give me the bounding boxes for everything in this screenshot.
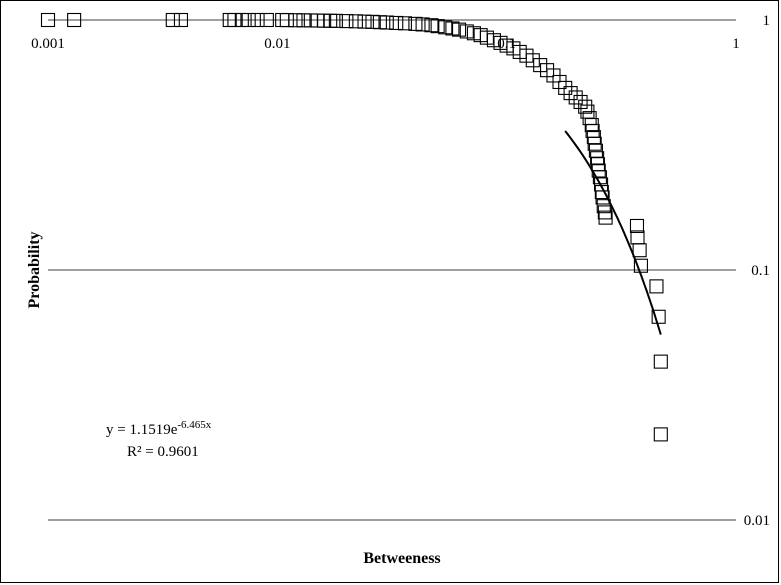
data-point-67: [595, 190, 610, 205]
data-point-3: [173, 12, 189, 28]
data-point-1: [67, 12, 82, 28]
data-point-2: [165, 12, 180, 28]
data-point-44: [525, 53, 540, 68]
data-point-24: [379, 15, 394, 30]
tick-labels: 0.001 0.01 0.1 1 1 0.1 0.01: [31, 13, 770, 529]
trendline: [564, 130, 662, 335]
data-point-48: [552, 74, 567, 90]
trendline-r-squared: R² = 0.9601: [127, 444, 199, 460]
data-point-8: [250, 12, 265, 28]
data-point-12: [288, 13, 303, 28]
data-point-69: [597, 205, 612, 220]
trendline-equation: y = 1.1519e-6.465x: [106, 419, 212, 438]
data-point-9: [259, 12, 274, 28]
markers-layer: [40, 12, 668, 442]
data-point-66: [594, 185, 609, 200]
data-point-77: [653, 354, 668, 369]
data-point-18: [328, 13, 343, 28]
data-point-70: [598, 210, 613, 225]
data-point-78: [653, 427, 668, 442]
data-point-7: [241, 12, 256, 28]
trendline-equation-base: y = 1.1519e: [106, 422, 178, 438]
data-point-31: [438, 20, 453, 35]
data-point-51: [568, 90, 583, 105]
x-tick-label: 0.1: [497, 36, 516, 52]
data-point-49: [558, 80, 573, 95]
x-tick-label: 0.01: [264, 36, 290, 52]
data-point-11: [279, 13, 294, 28]
x-tick-label: 1: [732, 36, 740, 52]
data-point-19: [339, 14, 354, 29]
data-point-13: [296, 13, 311, 28]
data-point-26: [397, 16, 412, 31]
y-tick-label: 0.1: [751, 263, 770, 279]
y-tick-label: 0.01: [744, 513, 770, 529]
data-point-20: [348, 14, 363, 29]
data-point-75: [649, 279, 664, 294]
data-point-56: [584, 118, 599, 133]
data-point-50: [563, 86, 578, 101]
data-point-33: [452, 22, 467, 37]
data-point-5: [227, 12, 242, 28]
data-point-21: [357, 14, 372, 29]
y-axis-title: Probability: [26, 231, 43, 308]
data-point-34: [459, 24, 474, 39]
data-point-22: [365, 14, 380, 29]
x-axis-title: Betweeness: [363, 550, 440, 567]
data-point-73: [632, 243, 647, 258]
data-point-25: [389, 15, 404, 31]
data-point-64: [592, 170, 607, 185]
data-point-53: [578, 99, 593, 114]
trendline-equation-exponent: -6.465x: [177, 419, 211, 431]
data-point-76: [651, 309, 666, 324]
data-point-28: [415, 17, 430, 32]
gridlines: [48, 19, 736, 521]
x-tick-label: 0.001: [31, 36, 65, 52]
data-point-30: [430, 19, 445, 34]
data-point-74: [633, 258, 648, 273]
data-point-71: [629, 218, 645, 234]
data-point-27: [408, 16, 423, 31]
y-tick-label: 1: [763, 13, 771, 29]
trendline-layer: [564, 130, 662, 335]
data-point-0: [40, 12, 56, 28]
